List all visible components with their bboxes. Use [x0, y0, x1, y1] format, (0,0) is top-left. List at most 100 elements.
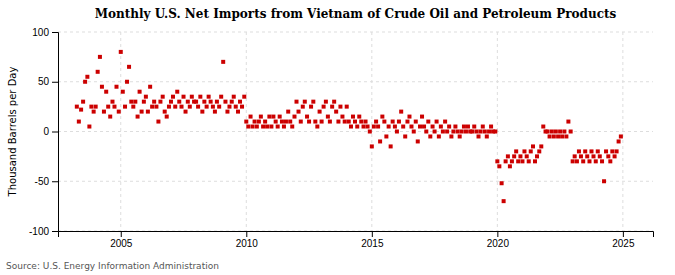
y-tick-label: -100 — [29, 226, 49, 237]
point — [112, 105, 116, 109]
y-axis: -100-50050100 — [29, 27, 59, 237]
point — [520, 159, 524, 163]
point — [267, 115, 271, 119]
point — [108, 115, 112, 119]
title: Monthly U.S. Net Imports from Vietnam of… — [95, 7, 617, 21]
point — [336, 120, 340, 124]
point — [94, 105, 98, 109]
point — [615, 149, 619, 153]
grid — [58, 32, 653, 231]
point — [182, 95, 186, 99]
point — [384, 134, 388, 138]
point — [320, 120, 324, 124]
point — [481, 125, 485, 129]
point — [502, 199, 506, 203]
y-tick-mark — [52, 32, 58, 33]
point — [585, 154, 589, 158]
point — [196, 105, 200, 109]
point — [169, 100, 173, 104]
y-axis-line — [52, 33, 59, 232]
point — [152, 100, 156, 104]
point — [242, 95, 246, 99]
point — [286, 110, 290, 114]
point — [546, 130, 550, 134]
point — [514, 149, 518, 153]
point — [188, 105, 192, 109]
x-tick: 2005 — [110, 231, 133, 249]
point — [435, 120, 439, 124]
x-tick: 2020 — [487, 231, 510, 249]
x-tick-label: 2025 — [612, 238, 635, 249]
point — [495, 159, 499, 163]
point — [372, 125, 376, 129]
point — [556, 134, 560, 138]
point — [529, 149, 533, 153]
point — [364, 120, 368, 124]
x-tick-mark — [246, 231, 247, 237]
point — [259, 115, 263, 119]
point — [163, 110, 167, 114]
point — [249, 115, 253, 119]
point — [428, 134, 432, 138]
point — [389, 144, 393, 148]
point — [424, 130, 428, 134]
point — [552, 134, 556, 138]
point — [213, 110, 217, 114]
point — [447, 125, 451, 129]
point — [295, 100, 299, 104]
point — [209, 100, 213, 104]
point — [470, 130, 474, 134]
x-grid-line — [622, 32, 623, 231]
point — [391, 120, 395, 124]
point — [280, 120, 284, 124]
y-tick: 0 — [43, 126, 58, 137]
point — [343, 120, 347, 124]
point — [548, 134, 552, 138]
point — [592, 154, 596, 158]
y-tick: 50 — [38, 76, 58, 87]
point — [257, 120, 261, 124]
point — [215, 100, 219, 104]
point — [269, 125, 273, 129]
point — [541, 125, 545, 129]
point — [522, 149, 526, 153]
point — [573, 154, 577, 158]
point — [318, 110, 322, 114]
point — [500, 181, 504, 185]
point — [483, 130, 487, 134]
point — [347, 120, 351, 124]
point — [307, 120, 311, 124]
point — [359, 120, 363, 124]
point — [106, 105, 110, 109]
source-note: Source: U.S. Energy Information Administ… — [6, 261, 219, 271]
point — [604, 149, 608, 153]
point — [194, 100, 198, 104]
point — [508, 164, 512, 168]
point — [537, 149, 541, 153]
point — [221, 60, 225, 64]
point — [531, 144, 535, 148]
point — [177, 100, 181, 104]
point — [345, 105, 349, 109]
point — [407, 115, 411, 119]
point — [184, 110, 188, 114]
x-tick: 2025 — [612, 231, 635, 249]
point — [202, 100, 206, 104]
point — [217, 105, 221, 109]
point — [146, 110, 150, 114]
y-tick: 100 — [32, 27, 58, 38]
point — [87, 125, 91, 129]
point — [378, 139, 382, 143]
x-grid-line — [120, 32, 121, 231]
point — [332, 100, 336, 104]
point — [98, 55, 102, 59]
point — [497, 164, 501, 168]
point — [569, 130, 573, 134]
point — [299, 120, 303, 124]
point — [133, 100, 137, 104]
point — [412, 130, 416, 134]
point — [613, 154, 617, 158]
point — [583, 149, 587, 153]
point — [136, 115, 140, 119]
point — [393, 125, 397, 129]
